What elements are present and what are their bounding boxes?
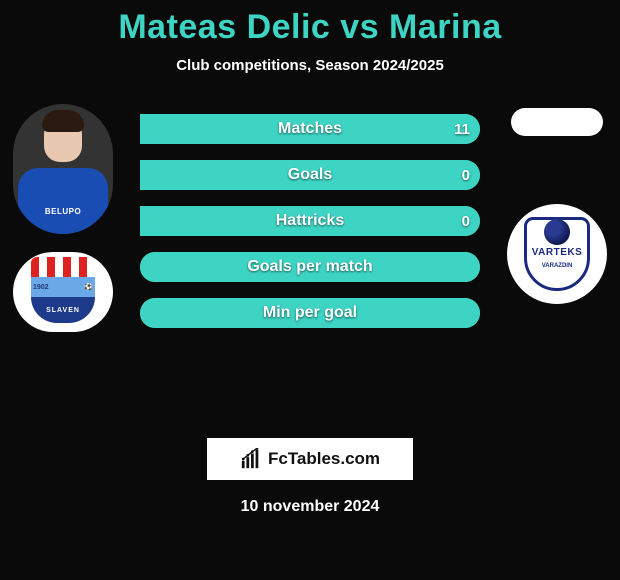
stat-value-right: 0 [462, 206, 470, 236]
stat-row: Min per goal [140, 298, 480, 328]
footer-date: 10 november 2024 [0, 498, 620, 516]
page-subtitle: Club competitions, Season 2024/2025 [0, 57, 620, 74]
player-right-column: VARTEKS VARAZDIN [502, 104, 612, 304]
site-name: FcTables.com [268, 449, 380, 469]
chart-icon [240, 448, 262, 470]
club-name-left: SLAVEN [31, 297, 95, 323]
player-left-photo: BELUPO [13, 104, 113, 234]
player-right-photo [511, 108, 603, 136]
club-year-left: 1902 [33, 284, 49, 291]
stat-value-right: 11 [454, 114, 470, 144]
stat-label: Hattricks [140, 206, 480, 236]
page-title: Mateas Delic vs Marina [0, 0, 620, 47]
stat-label: Matches [140, 114, 480, 144]
club-badge-left: 1902 ⚽ SLAVEN [13, 252, 113, 332]
comparison-panel: BELUPO 1902 ⚽ SLAVEN VARTEKS VARAZDIN [0, 104, 620, 404]
club-badge-right: VARTEKS VARAZDIN [507, 204, 607, 304]
stat-label: Min per goal [140, 298, 480, 328]
club-city-right: VARAZDIN [522, 263, 592, 269]
club-name-right: VARTEKS [522, 247, 592, 258]
player-left-column: BELUPO 1902 ⚽ SLAVEN [8, 104, 118, 332]
stat-row: Goals per match [140, 252, 480, 282]
stat-label: Goals per match [140, 252, 480, 282]
stat-row: Matches11 [140, 114, 480, 144]
stat-value-right: 0 [462, 160, 470, 190]
jersey-text-left: BELUPO [45, 207, 81, 216]
stats-bars: Matches11Goals0Hattricks0Goals per match… [140, 114, 480, 344]
site-logo[interactable]: FcTables.com [207, 438, 413, 480]
stat-label: Goals [140, 160, 480, 190]
stat-row: Hattricks0 [140, 206, 480, 236]
stat-row: Goals0 [140, 160, 480, 190]
